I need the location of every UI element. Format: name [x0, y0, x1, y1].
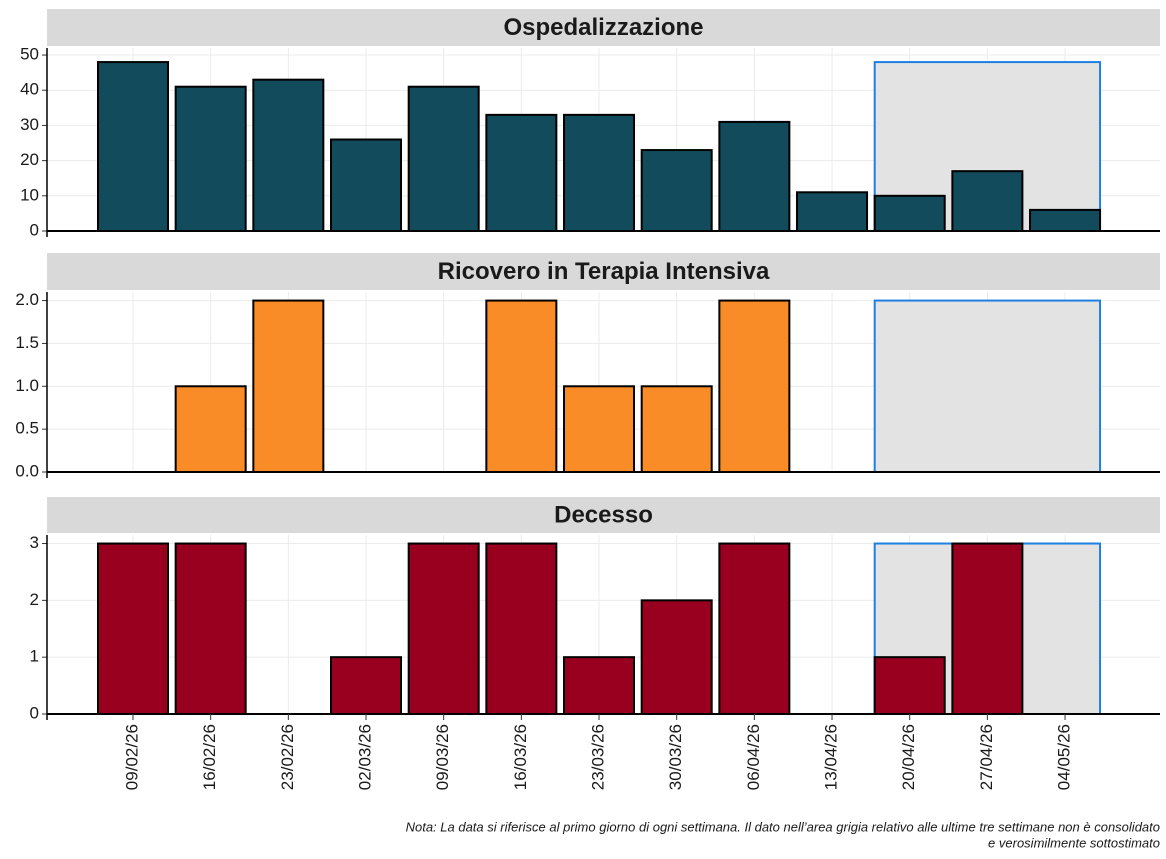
bar — [718, 299, 791, 474]
bar — [718, 120, 791, 232]
bar — [873, 194, 946, 232]
x-tick-label: 30/03/26 — [666, 724, 685, 790]
bar — [407, 542, 480, 715]
x-tick-label: 20/04/26 — [899, 724, 918, 790]
y-tick-label: 0.5 — [15, 419, 39, 438]
bar — [563, 385, 636, 473]
strip — [47, 497, 1160, 533]
bar — [563, 656, 636, 716]
bar — [951, 170, 1024, 233]
bar — [485, 542, 558, 715]
bar — [718, 542, 791, 715]
y-tick-label: 40 — [20, 80, 39, 99]
strip — [47, 253, 1160, 290]
x-tick-label: 13/04/26 — [822, 724, 841, 790]
panel-title: Ricovero in Terapia Intensiva — [438, 258, 770, 285]
bar — [330, 656, 403, 716]
bar — [252, 299, 325, 474]
y-tick-label: 2 — [30, 590, 39, 609]
x-tick-label: 23/02/26 — [278, 724, 297, 790]
y-tick-label: 20 — [20, 150, 39, 169]
bar — [485, 299, 558, 474]
x-tick-label: 02/03/26 — [355, 724, 374, 790]
y-tick-label: 50 — [20, 45, 39, 64]
note: Nota: La data si riferisce al primo gior… — [406, 819, 1160, 834]
panel-title: Ospedalizzazione — [503, 14, 703, 41]
bar — [407, 85, 480, 233]
bar — [174, 385, 247, 473]
y-tick-label: 0.0 — [15, 461, 39, 480]
bar — [563, 113, 636, 232]
y-tick-label: 3 — [30, 533, 39, 552]
bar — [1029, 208, 1102, 232]
bar — [252, 78, 325, 232]
x-tick-label: 16/03/26 — [511, 724, 530, 790]
bar — [796, 191, 869, 233]
bar — [174, 542, 247, 715]
bar — [97, 542, 169, 715]
bar — [330, 138, 403, 232]
bar — [873, 656, 946, 716]
x-tick-label: 04/05/26 — [1055, 724, 1074, 790]
highlight-area — [873, 299, 1102, 474]
y-tick-label: 1 — [30, 647, 39, 666]
x-tick-label: 06/04/26 — [744, 724, 763, 790]
y-tick-label: 1.5 — [15, 333, 39, 352]
panel-title: Decesso — [554, 501, 653, 528]
x-tick-label: 16/02/26 — [200, 724, 219, 790]
bar — [485, 113, 558, 232]
x-tick-label: 23/03/26 — [589, 724, 608, 790]
y-tick-label: 30 — [20, 115, 39, 134]
bar — [640, 149, 713, 232]
y-tick-label: 1.0 — [15, 376, 39, 395]
strip — [47, 9, 1160, 46]
y-tick-label: 10 — [20, 185, 39, 204]
bar — [97, 61, 169, 233]
note: e verosimilmente sottostimato — [988, 835, 1160, 850]
bar — [640, 599, 713, 715]
y-tick-label: 0 — [30, 703, 39, 722]
x-tick-label: 27/04/26 — [977, 724, 996, 790]
y-tick-label: 0 — [30, 220, 39, 239]
bar — [174, 85, 247, 233]
bar — [951, 542, 1024, 715]
y-tick-label: 2.0 — [15, 290, 39, 309]
bar — [640, 385, 713, 473]
x-tick-label: 09/03/26 — [433, 724, 452, 790]
x-tick-label: 09/02/26 — [122, 724, 141, 790]
